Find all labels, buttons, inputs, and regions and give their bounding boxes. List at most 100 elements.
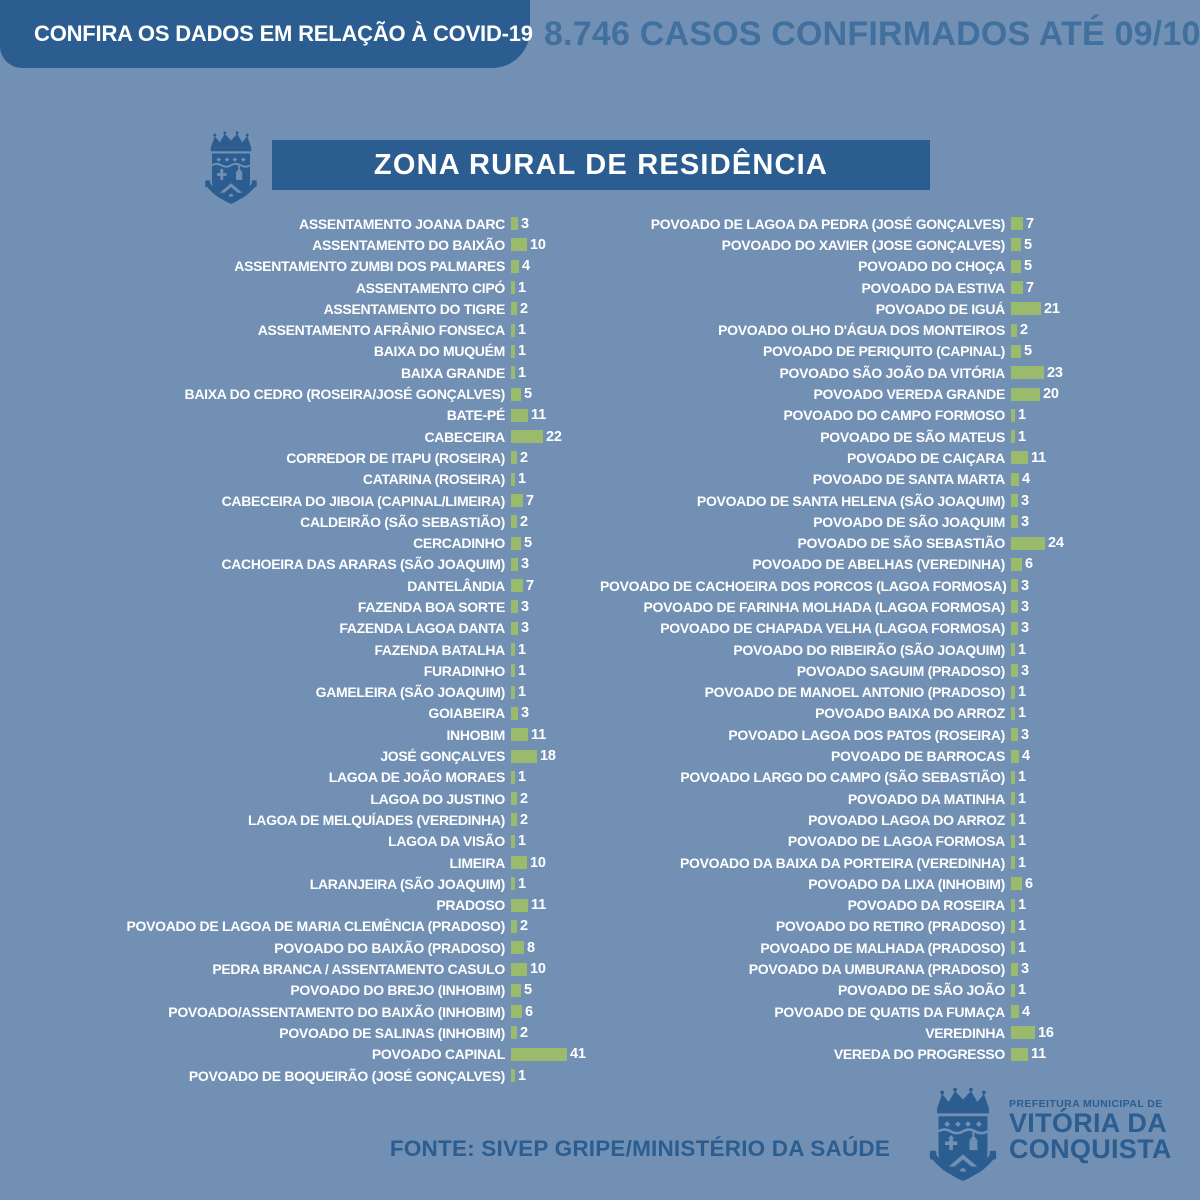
bar-row: DANTELÂNDIA 7 xyxy=(0,575,600,596)
bar-row: PEDRA BRANCA / ASSENTAMENTO CASULO 10 xyxy=(0,958,600,979)
bar xyxy=(511,834,515,848)
bar xyxy=(1011,344,1021,358)
bar-value: 4 xyxy=(1022,1003,1030,1020)
bar-row: CORREDOR DE ITAPU (ROSEIRA) 2 xyxy=(0,447,600,468)
logo-line2: VITÓRIA DA xyxy=(1009,1108,1167,1138)
bar-value: 2 xyxy=(1020,322,1028,339)
bar-label: CABECEIRA xyxy=(424,428,505,445)
bar-row: POVOADO DE LAGOA DE MARIA CLEMÊNCIA (PRA… xyxy=(0,916,600,937)
bar xyxy=(1011,962,1018,976)
bar-row: POVOADO BAIXA DO ARROZ 1 xyxy=(600,703,1200,724)
bar-label: PEDRA BRANCA / ASSENTAMENTO CASULO xyxy=(212,961,505,978)
bar xyxy=(1011,664,1018,678)
bar-row: ASSENTAMENTO DO TIGRE 2 xyxy=(0,298,600,319)
bar-row: FAZENDA LAGOA DANTA 3 xyxy=(0,618,600,639)
bar xyxy=(1011,408,1015,422)
bar-label: LAGOA DO JUSTINO xyxy=(370,790,505,807)
bar-row: POVOADO DO RETIRO (PRADOSO) 1 xyxy=(600,916,1200,937)
header-badge: CONFIRA OS DADOS EM RELAÇÃO À COVID-19 xyxy=(0,0,533,68)
bar xyxy=(511,366,515,380)
city-crest-icon xyxy=(925,1086,1001,1194)
bar-value: 1 xyxy=(518,279,526,296)
bar-row: GOIABEIRA 3 xyxy=(0,703,600,724)
bar-row: POVOADO DE MANOEL ANTONIO (PRADOSO) 1 xyxy=(600,682,1200,703)
bar xyxy=(511,983,521,997)
bar-value: 16 xyxy=(1038,1024,1054,1041)
bar-row: PRADOSO 11 xyxy=(0,895,600,916)
bar-label: POVOADO DE LAGOA DE MARIA CLEMÊNCIA (PRA… xyxy=(126,918,505,935)
bar-row: POVOADO DA UMBURANA (PRADOSO) 3 xyxy=(600,958,1200,979)
bar xyxy=(511,259,519,273)
bar-row: FURADINHO 1 xyxy=(0,660,600,681)
bar xyxy=(511,1047,567,1061)
bar-value: 3 xyxy=(1021,598,1029,615)
bar xyxy=(1011,792,1015,806)
bar xyxy=(511,685,515,699)
bar xyxy=(1011,323,1017,337)
bar xyxy=(511,281,515,295)
bar-label: CALDEIRÃO (SÃO SEBASTIÃO) xyxy=(300,513,505,530)
bar-value: 2 xyxy=(520,1024,528,1041)
bar-label: POVOADO DE CAIÇARA xyxy=(847,449,1005,466)
bar xyxy=(1011,813,1015,827)
bar-label: LAGOA DE MELQUÍADES (VEREDINHA) xyxy=(248,811,505,828)
bar-label: POVOADO LAGOA DOS PATOS (ROSEIRA) xyxy=(728,726,1005,743)
bar xyxy=(511,238,527,252)
bar-label: POVOADO DE SANTA HELENA (SÃO JOAQUIM) xyxy=(696,492,1005,509)
bar-value: 3 xyxy=(521,556,529,573)
bar-row: POVOADO DA BAIXA DA PORTEIRA (VEREDINHA)… xyxy=(600,852,1200,873)
bar-label: LAGOA DE JOÃO MORAES xyxy=(328,769,506,786)
bar-label: POVOADO DO BREJO (INHOBIM) xyxy=(290,982,505,999)
bar xyxy=(1011,494,1018,507)
bar-chart: ASSENTAMENTO JOANA DARC 3 ASSENTAMENTO DO … xyxy=(0,213,1200,1086)
bar xyxy=(511,430,543,444)
bar-value: 5 xyxy=(1024,236,1032,253)
bar-row: POVOADO DE IGUÁ 21 xyxy=(600,298,1200,319)
bar xyxy=(1011,1026,1035,1040)
bar-label: POVOADO DE LAGOA FORMOSA xyxy=(787,833,1005,850)
bar-value: 2 xyxy=(520,918,528,935)
bar xyxy=(1011,600,1018,614)
bar-row: JOSÉ GONÇALVES 18 xyxy=(0,745,600,766)
bar-row: CERCADINHO 5 xyxy=(0,532,600,553)
bar-row: BAIXA DO MUQUÉM 1 xyxy=(0,341,600,362)
bar-value: 6 xyxy=(1025,875,1033,892)
bar xyxy=(1011,941,1015,955)
bar-value: 1 xyxy=(1018,811,1026,828)
bar-label: CACHOEIRA DAS ARARAS (SÃO JOAQUIM) xyxy=(221,556,505,573)
bar-value: 7 xyxy=(1026,279,1034,296)
bar-value: 5 xyxy=(1024,258,1032,275)
bar-column-1: ASSENTAMENTO JOANA DARC 3 ASSENTAMENTO DO … xyxy=(0,213,600,1086)
bar-row: POVOADO LAGOA DO ARROZ 1 xyxy=(600,809,1200,830)
bar-label: FAZENDA BOA SORTE xyxy=(357,598,505,615)
bar xyxy=(1011,749,1019,763)
logo-line3: CONQUISTA xyxy=(1009,1134,1172,1165)
bar-value: 5 xyxy=(1024,343,1032,360)
bar xyxy=(1011,302,1041,316)
bar-value: 1 xyxy=(518,364,526,381)
bar-row: ASSENTAMENTO ZUMBI DOS PALMARES 4 xyxy=(0,256,600,277)
bar-row: LAGOA DO JUSTINO 2 xyxy=(0,788,600,809)
bar-label: POVOADO DE SALINAS (INHOBIM) xyxy=(279,1024,505,1041)
bar-value: 1 xyxy=(1018,407,1026,424)
bar-row: LARANJEIRA (SÃO JOAQUIM) 1 xyxy=(0,873,600,894)
bar xyxy=(1011,685,1015,699)
bar xyxy=(1011,728,1018,742)
bar xyxy=(1011,898,1015,912)
prefeitura-logo: PREFEITURA MUNICIPAL DE VITÓRIA DA CONQU… xyxy=(925,1086,1172,1194)
bar xyxy=(1011,472,1019,486)
bar-value: 1 xyxy=(518,1067,526,1084)
bar xyxy=(511,813,517,827)
bar-label: VEREDA DO PROGRESSO xyxy=(833,1046,1005,1063)
bar-row: POVOADO DE LAGOA DA PEDRA (JOSÉ GONÇALVE… xyxy=(600,213,1200,234)
bar-row: BAIXA GRANDE 1 xyxy=(0,362,600,383)
bar xyxy=(511,387,521,401)
bar xyxy=(1011,983,1015,997)
bar xyxy=(511,856,527,870)
bar-label: BAIXA DO MUQUÉM xyxy=(373,343,505,360)
bar-value: 3 xyxy=(1021,662,1029,679)
bar-label: POVOADO DE IGUÁ xyxy=(875,300,1006,317)
bar-row: LIMEIRA 10 xyxy=(0,852,600,873)
bar-label: POVOADO DE SANTA MARTA xyxy=(812,471,1006,488)
bar xyxy=(511,643,515,657)
